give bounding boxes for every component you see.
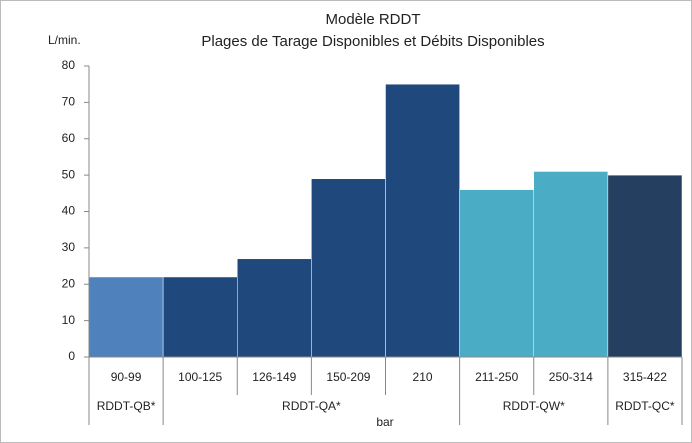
x-tick-label: 126-149 <box>252 370 296 384</box>
y-tick-label: 30 <box>62 240 76 254</box>
x-tick-label: 315-422 <box>623 370 667 384</box>
chart-subtitle: Plages de Tarage Disponibles et Débits D… <box>201 33 544 50</box>
y-tick-label: 70 <box>62 95 76 109</box>
y-tick-label: 60 <box>62 131 76 145</box>
x-tick-label: 150-209 <box>326 370 370 384</box>
x-tick-label: 250-314 <box>549 370 593 384</box>
bar <box>459 189 534 358</box>
y-tick-label: 10 <box>62 313 76 327</box>
y-tick-label: 50 <box>62 167 76 181</box>
y-axis-label: L/min. <box>48 33 81 47</box>
bar <box>237 258 312 358</box>
bar <box>88 276 164 358</box>
x-tick-label: 211-250 <box>475 370 518 384</box>
group-label: RDDT-QC* <box>615 399 675 413</box>
group-label: RDDT-QA* <box>282 399 341 413</box>
x-tick-label: 90-99 <box>111 370 142 384</box>
bar <box>162 276 238 358</box>
x-tick-label: 210 <box>413 370 433 384</box>
chart-title: Modèle RDDT <box>325 11 420 28</box>
bar <box>607 174 683 358</box>
y-tick-label: 20 <box>62 276 76 290</box>
bar <box>533 171 609 358</box>
x-axis-label: bar <box>376 415 393 429</box>
y-tick-label: 80 <box>62 58 76 72</box>
bar <box>385 83 460 358</box>
y-tick-label: 40 <box>62 204 76 218</box>
group-label: RDDT-QW* <box>503 399 565 413</box>
bar <box>311 178 386 358</box>
group-label: RDDT-QB* <box>97 399 156 413</box>
x-tick-label: 100-125 <box>178 370 222 384</box>
y-tick-label: 0 <box>68 349 75 363</box>
